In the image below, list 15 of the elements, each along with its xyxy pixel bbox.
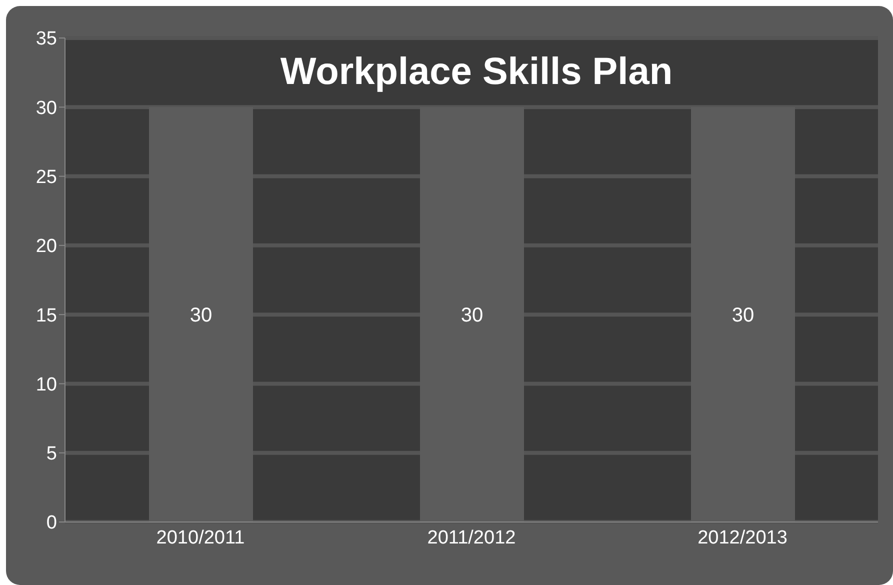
data-label: 30 [190,304,212,327]
chart-title: Workplace Skills Plan [280,51,673,93]
y-tick-label: 35 [36,28,57,50]
y-tick-label: 25 [36,167,57,188]
y-tick-label: 20 [36,236,57,258]
data-label: 30 [460,304,484,327]
y-tick-label: 15 [36,305,57,326]
y-tick-label: 5 [46,444,57,465]
y-tick-label: 30 [36,98,57,119]
y-tick-label: 0 [46,512,57,534]
x-tick-label: 2011/2012 [427,527,516,548]
x-tick-label: 2012/2013 [698,527,788,548]
y-tick-label: 10 [36,374,57,396]
data-label: 30 [732,304,754,327]
x-tick-label: 2010/2011 [156,527,245,548]
